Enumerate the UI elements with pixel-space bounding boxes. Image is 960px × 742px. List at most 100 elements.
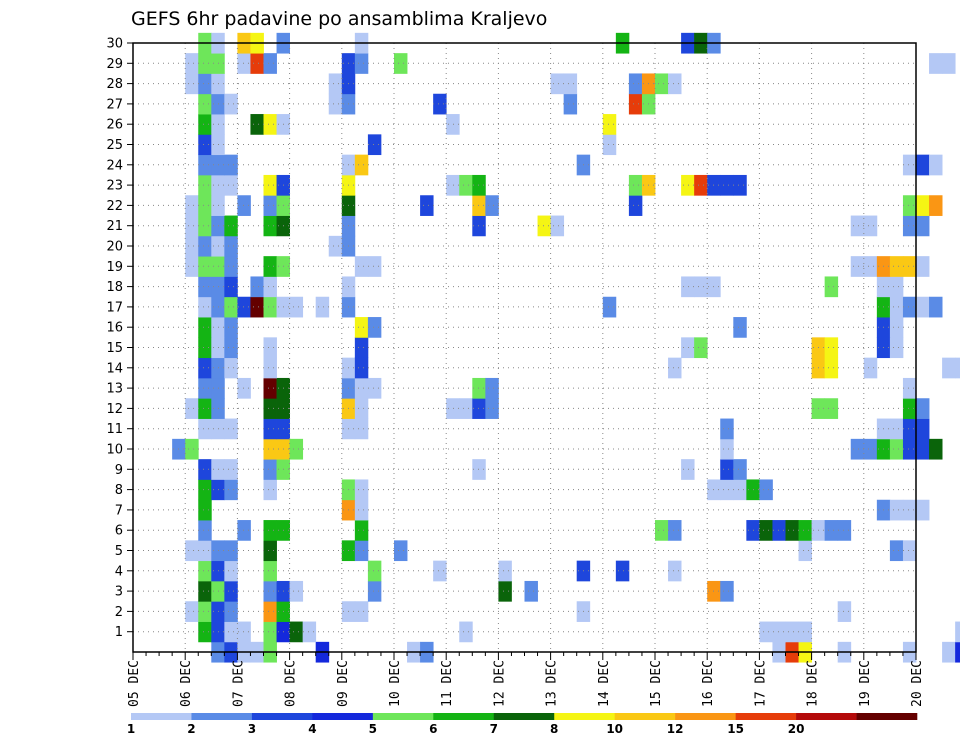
cell-m29-t10: [263, 53, 277, 74]
cell-m22-t8: [237, 195, 251, 216]
cell-m7-t58: [889, 499, 904, 521]
cell-m23-t42: [681, 174, 695, 196]
cell-m24-t60: [916, 154, 930, 176]
cell-m14-t17: [354, 357, 369, 379]
cell-m19-t59: [902, 256, 917, 277]
cell-m5-t58: [889, 540, 904, 562]
cell-m26-t9: [250, 114, 264, 135]
cell-m15-t58: [889, 337, 904, 359]
cell-m18-t53: [824, 276, 839, 298]
cell-m21-t55: [850, 215, 865, 237]
y-tick-label: 21: [106, 219, 123, 234]
legend-swatch: [856, 713, 918, 720]
cell-m24-t5: [198, 154, 212, 176]
cell-m18-t5: [198, 276, 212, 298]
cell-m1-t48: [759, 621, 773, 643]
cell-m4-t10: [263, 560, 277, 582]
y-tick-label: 25: [106, 138, 123, 153]
cell-m21-t26: [472, 215, 486, 237]
cell-m23-t10: [263, 174, 277, 196]
cell-m16-t17: [354, 317, 369, 338]
cell-m8-t45: [720, 479, 734, 501]
legend-swatch: [493, 713, 555, 720]
cell-m11-t7: [224, 418, 238, 440]
y-tick-label: 19: [106, 260, 123, 275]
y-tick-label: 22: [106, 199, 123, 214]
cell-m12-t60: [916, 398, 930, 419]
legend-swatch: [433, 713, 495, 720]
cell-m10-t12: [289, 438, 304, 460]
cell-m23-t25: [459, 174, 473, 196]
cell-m13-t27: [485, 377, 499, 399]
cell-m10-t55: [850, 438, 865, 460]
cell-m28-t41: [668, 73, 682, 95]
cell-m25-t36: [602, 134, 617, 156]
cell-m10-t4: [185, 438, 199, 460]
y-tick-label: 5: [115, 544, 123, 559]
cell-m4-t23: [433, 560, 447, 582]
cell-m10-t45: [720, 438, 734, 460]
y-tick-label: 8: [115, 483, 123, 498]
cell-m21-t59: [902, 215, 917, 237]
cell-m12-t5: [198, 398, 212, 419]
cell-m14-t10: [263, 357, 277, 379]
cell-m14-t41: [668, 357, 682, 379]
cell-m2-t17: [354, 601, 369, 622]
cell-m20-t5: [198, 235, 212, 257]
cell-m26-t24: [446, 114, 460, 135]
cell-m8-t46: [733, 479, 747, 501]
x-tick-label: 06 DEC: [179, 660, 194, 707]
cell-m15-t10: [263, 337, 277, 359]
cell-m6-t10: [263, 520, 277, 541]
cell-m1-t50: [785, 621, 799, 643]
cell-m4-t18: [367, 560, 382, 582]
legend-swatch: [554, 713, 615, 720]
y-tick-label: 20: [106, 240, 123, 255]
y-tick-label: 1: [115, 625, 123, 640]
cell-m17-t36: [602, 296, 617, 318]
cell-m16-t46: [733, 317, 747, 338]
y-tick-label: 4: [115, 564, 123, 579]
cell-m24-t7: [224, 154, 238, 176]
cell-m9-t26: [472, 459, 486, 480]
cell-m19-t5: [198, 256, 212, 277]
cell-m22-t59: [902, 195, 917, 216]
cell-m6-t54: [837, 520, 852, 541]
y-tick-label: 30: [106, 37, 123, 52]
cell-m23-t45: [720, 174, 734, 196]
cell-m13-t5: [198, 377, 212, 399]
cell-m22-t26: [472, 195, 486, 216]
y-axis: 1234567891011121314151617181920212223242…: [106, 37, 133, 640]
cell-m19-t56: [863, 256, 878, 277]
cell-m17-t8: [237, 296, 251, 318]
cell-m9-t10: [263, 459, 277, 480]
cell-m16-t7: [224, 317, 238, 338]
cell-m2-t7: [224, 601, 238, 622]
x-tick-label: 16 DEC: [701, 660, 716, 707]
gridlines: [133, 43, 916, 652]
x-axis: 05 DEC 06 DEC 07 DEC 08 DEC 09 DEC 10 DEC 11 D…: [127, 652, 925, 707]
cell-m19-t7: [224, 256, 238, 277]
cell-m19-t17: [354, 256, 369, 277]
cell-m19-t10: [263, 256, 277, 277]
cell-m11-t58: [889, 418, 904, 440]
cell-m19-t60: [916, 256, 930, 277]
legend-swatch: [372, 713, 434, 720]
cell-m12-t27: [485, 398, 499, 419]
cell-m5-t17: [354, 540, 369, 562]
x-tick-label: 13 DEC: [545, 660, 560, 707]
cell-m5-t59: [902, 540, 917, 562]
legend-label: 3: [248, 722, 256, 736]
cell-m3-t28: [498, 580, 512, 602]
legend-label: 6: [429, 722, 437, 736]
cell-m28-t38: [628, 73, 643, 95]
legend-label: 12: [667, 722, 684, 736]
cell-m4-t5: [198, 560, 212, 582]
cell-m9-t7: [224, 459, 238, 480]
cell-m5-t7: [224, 540, 238, 562]
cell-m28-t5: [198, 73, 212, 95]
cell-m3-t10: [263, 580, 277, 602]
cell-m11-t59: [902, 418, 917, 440]
cell-m28-t33: [563, 73, 578, 95]
cell-m11-t60: [916, 418, 930, 440]
